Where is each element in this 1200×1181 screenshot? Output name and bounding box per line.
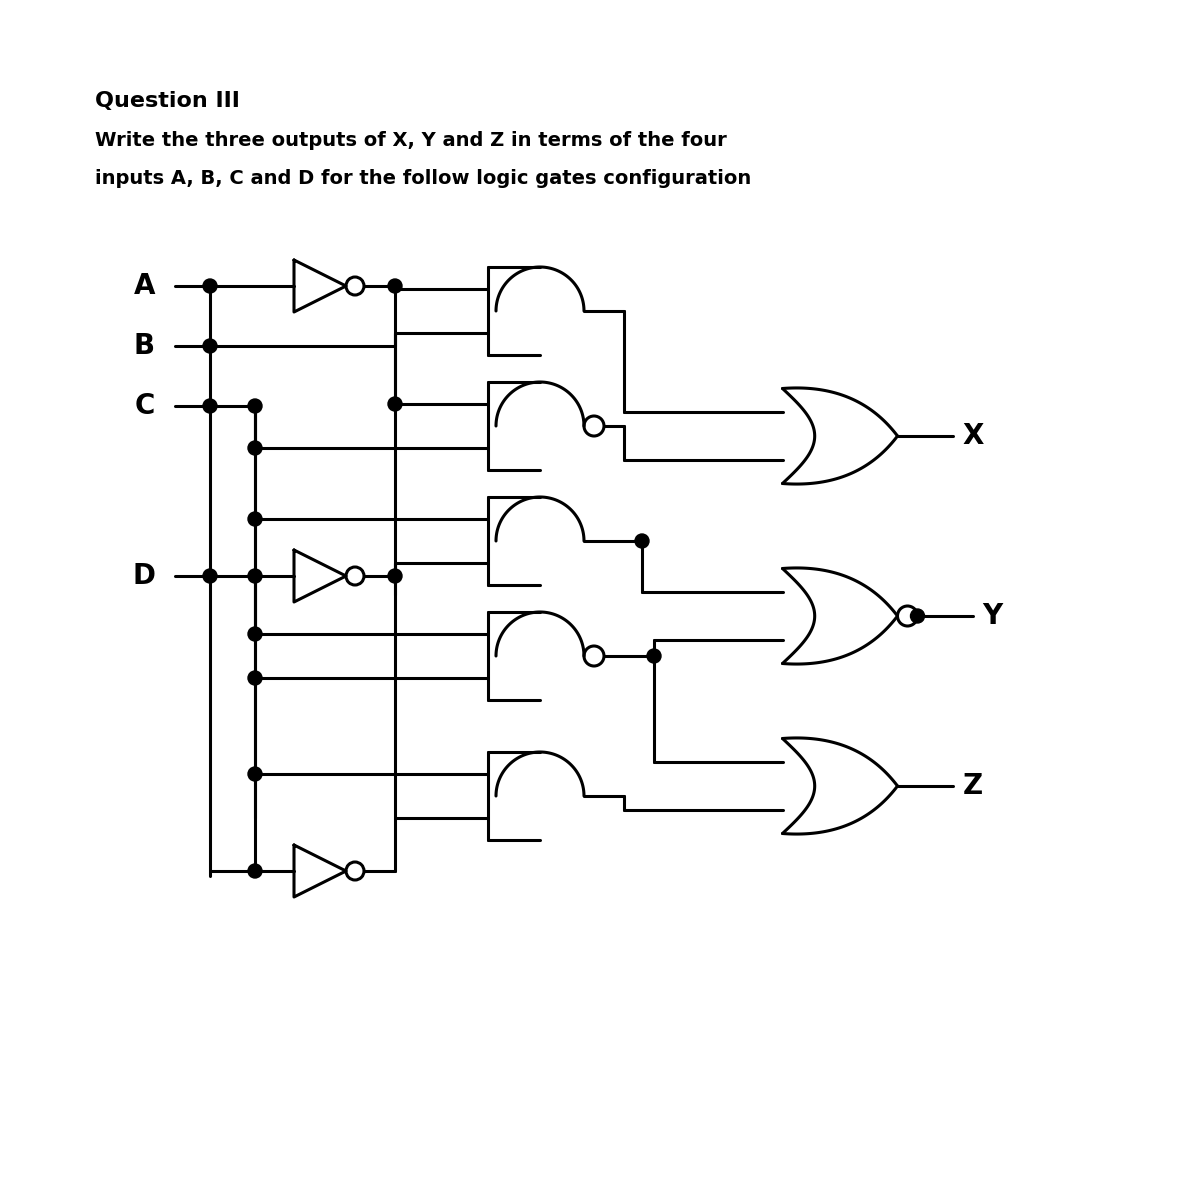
Circle shape [248, 864, 262, 877]
Text: A: A [133, 272, 155, 300]
Circle shape [388, 279, 402, 293]
Circle shape [203, 339, 217, 353]
Circle shape [635, 534, 649, 548]
Circle shape [248, 627, 262, 641]
Circle shape [248, 513, 262, 526]
Circle shape [248, 399, 262, 413]
Circle shape [248, 671, 262, 685]
Text: B: B [134, 332, 155, 360]
Circle shape [248, 766, 262, 781]
Circle shape [203, 399, 217, 413]
Text: D: D [132, 562, 155, 590]
Circle shape [388, 397, 402, 411]
Text: C: C [134, 392, 155, 420]
Circle shape [203, 279, 217, 293]
Circle shape [911, 609, 924, 624]
Circle shape [248, 441, 262, 455]
Text: Y: Y [983, 602, 1003, 629]
Text: Write the three outputs of X, Y and Z in terms of the four: Write the three outputs of X, Y and Z in… [95, 131, 727, 150]
Circle shape [647, 650, 661, 663]
Circle shape [203, 569, 217, 583]
Text: Question III: Question III [95, 91, 240, 111]
Text: X: X [962, 422, 984, 450]
Circle shape [248, 569, 262, 583]
Text: inputs A, B, C and D for the follow logic gates configuration: inputs A, B, C and D for the follow logi… [95, 169, 751, 188]
Text: Z: Z [962, 772, 983, 800]
Circle shape [388, 569, 402, 583]
